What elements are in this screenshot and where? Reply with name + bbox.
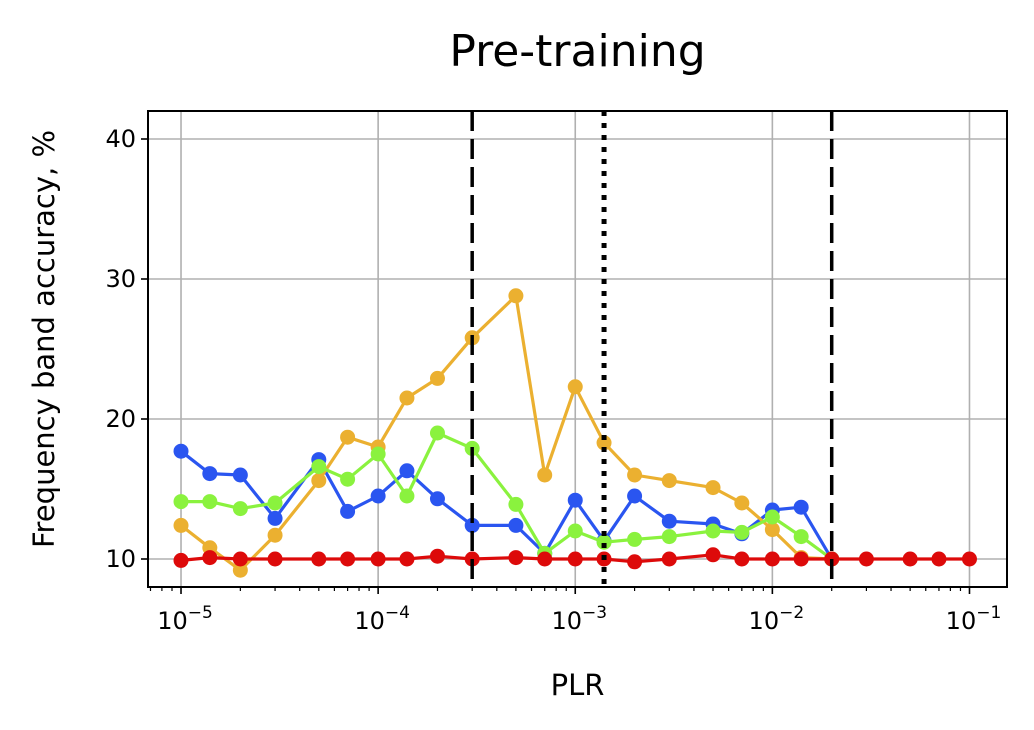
data-point [567, 551, 583, 567]
data-point [399, 390, 415, 406]
data-point [202, 466, 218, 482]
data-point [627, 467, 643, 483]
data-point [793, 529, 809, 545]
data-point [429, 370, 445, 386]
plot-frame [147, 110, 1008, 588]
x-tick-label: 10−5 [157, 603, 213, 635]
data-point [627, 554, 643, 570]
data-point [596, 435, 612, 451]
data-point [567, 492, 583, 508]
data-point [537, 551, 553, 567]
data-point [596, 534, 612, 550]
data-point [705, 547, 721, 563]
x-tick-label: 10−4 [354, 603, 410, 635]
data-point [399, 463, 415, 479]
data-point [902, 551, 918, 567]
data-point [202, 494, 218, 510]
series-3 [173, 425, 840, 567]
data-point [232, 501, 248, 517]
data-point [858, 551, 874, 567]
data-point [340, 503, 356, 519]
data-point [370, 488, 386, 504]
data-point [340, 429, 356, 445]
data-point [508, 517, 524, 533]
series-2 [173, 288, 840, 578]
data-point [734, 551, 750, 567]
data-point [370, 551, 386, 567]
data-point [734, 495, 750, 511]
x-axis-label: PLR [551, 668, 605, 702]
data-point [661, 513, 677, 529]
data-point [173, 517, 189, 533]
data-point [370, 446, 386, 462]
data-point [311, 459, 327, 475]
data-point [567, 379, 583, 395]
data-point [567, 523, 583, 539]
data-point [173, 494, 189, 510]
data-point [399, 488, 415, 504]
data-point [508, 550, 524, 566]
data-point [340, 551, 356, 567]
data-point [429, 548, 445, 564]
data-point [267, 551, 283, 567]
data-point [627, 531, 643, 547]
data-point [340, 471, 356, 487]
series-4 [173, 547, 977, 570]
data-point [173, 443, 189, 459]
y-tick-label: 20 [105, 405, 136, 433]
series-layer [173, 288, 977, 578]
data-point [429, 425, 445, 441]
data-point [464, 517, 480, 533]
data-point [705, 523, 721, 539]
data-point [661, 529, 677, 545]
data-point [764, 509, 780, 525]
reference-lines [470, 111, 834, 587]
data-point [399, 551, 415, 567]
data-point [537, 467, 553, 483]
data-point [232, 467, 248, 483]
data-point [734, 524, 750, 540]
y-tick-label: 30 [105, 265, 136, 293]
data-point [232, 562, 248, 578]
data-point [267, 510, 283, 526]
data-point [764, 522, 780, 538]
axis-ticks: 10 20 30 40 10−5 10−4 10−3 10−2 10−1 [105, 125, 1001, 635]
y-tick-label: 40 [105, 125, 136, 153]
data-point [661, 551, 677, 567]
x-tick-label: 10−3 [551, 603, 607, 635]
data-point [267, 527, 283, 543]
y-tick-label: 10 [105, 545, 136, 573]
data-point [202, 550, 218, 566]
data-point [508, 288, 524, 304]
data-point [311, 551, 327, 567]
data-point [661, 473, 677, 489]
x-tick-label: 10−2 [749, 603, 805, 635]
data-point [267, 495, 283, 511]
chart-title: Pre-training [449, 26, 705, 77]
data-point [232, 551, 248, 567]
data-point [931, 551, 947, 567]
data-point [793, 499, 809, 515]
data-point [764, 551, 780, 567]
data-point [173, 552, 189, 568]
data-point [705, 480, 721, 496]
data-point [508, 496, 524, 512]
y-axis-label: Frequency band accuracy, % [27, 130, 61, 548]
x-tick-label: 10−1 [946, 603, 1002, 635]
data-point [961, 551, 977, 567]
data-point [429, 491, 445, 507]
data-point [311, 473, 327, 489]
data-point [793, 551, 809, 567]
data-point [627, 488, 643, 504]
